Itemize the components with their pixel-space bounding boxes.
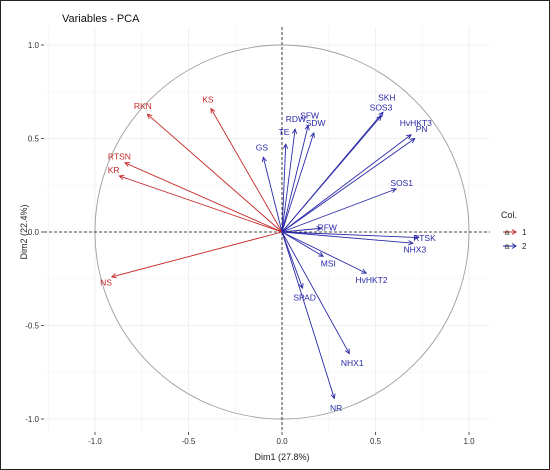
arrow-te <box>281 144 287 233</box>
variable-label-hvhkt3: HvHKT3 <box>400 118 432 128</box>
arrow-head-hvhkt3 <box>406 134 412 140</box>
x-tick-label: 0.5 <box>370 437 382 446</box>
x-tick-label: -0.5 <box>182 437 196 446</box>
variable-label-rfw: RFW <box>318 223 337 233</box>
variable-label-kr: KR <box>108 165 120 175</box>
legend-key-arrowhead <box>511 229 517 235</box>
variable-label-sdw: SDW <box>306 118 326 128</box>
y-tick-label: 0.0 <box>28 228 40 237</box>
arrow-nr <box>281 231 335 399</box>
arrow-ns <box>111 231 283 278</box>
arrow-hvhkt3 <box>281 134 412 233</box>
variable-label-msi: MSI <box>321 258 336 268</box>
arrow-head-nr <box>330 393 336 400</box>
arrow-head-ns <box>110 273 117 279</box>
arrow-head-nhx3 <box>408 240 414 246</box>
y-tick-label: -0.5 <box>25 322 39 331</box>
arrow-rdw <box>281 129 296 233</box>
arrow-pn <box>281 138 416 233</box>
arrow-head-spad <box>298 283 304 290</box>
y-axis-label: Dim2 (22.4%) <box>19 204 29 259</box>
x-axis-label: Dim1 (27.8%) <box>254 452 309 462</box>
variable-label-nr: NR <box>330 403 342 413</box>
arrow-rfw <box>281 227 322 233</box>
arrow-msi <box>281 231 324 257</box>
arrow-head-rtsn <box>123 162 130 167</box>
arrow-head-sfw <box>304 124 310 131</box>
arrow-sos1 <box>281 188 397 233</box>
arrow-head-pn <box>409 137 416 144</box>
legend-label-2: 2 <box>522 242 527 251</box>
variable-label-te: TE <box>279 127 290 137</box>
legend-key-glyph: a <box>505 228 510 237</box>
variable-label-pn: PN <box>416 124 428 134</box>
arrow-sfw <box>281 125 309 233</box>
arrow-head-msi <box>318 251 325 257</box>
legend: Col. a 1 a 2 <box>501 210 527 251</box>
variable-label-sfw: SFW <box>300 111 319 121</box>
legend-key-glyph: a <box>505 242 510 251</box>
variable-label-rdw: RDW <box>286 114 306 124</box>
variable-label-nhx1: NHX1 <box>341 358 364 368</box>
variable-label-rkn: RKN <box>134 101 152 111</box>
tick-layer: -1.0 -0.5 0.0 0.5 1.0 -1.0 -0.5 0.0 0.5 1.0 <box>25 41 475 446</box>
variable-label-skh: SKH <box>378 93 395 103</box>
arrow-sos3 <box>281 115 382 233</box>
legend-label-1: 1 <box>522 228 527 237</box>
variable-label-sos3: SOS3 <box>370 102 393 112</box>
arrow-head-rdw <box>291 128 298 135</box>
arrow-head-kr <box>118 174 125 180</box>
arrow-spad <box>281 231 303 289</box>
arrow-head-rkn <box>146 113 153 119</box>
chart-title: Variables - PCA <box>62 13 140 25</box>
variable-label-nhx3: NHX3 <box>404 245 427 255</box>
arrow-head-nhx1 <box>344 348 350 355</box>
variable-label-gs: GS <box>256 142 269 152</box>
x-tick-label: 0.0 <box>276 437 288 446</box>
variable-label-ks: KS <box>202 94 214 104</box>
arrow-nhx1 <box>281 231 350 354</box>
y-tick-label: 0.5 <box>28 135 40 144</box>
arrow-head-rtsk <box>413 234 420 241</box>
legend-key-arrowhead <box>511 243 517 249</box>
variable-label-ns: NS <box>100 277 112 287</box>
arrow-rkn <box>147 113 283 233</box>
arrow-head-sos1 <box>391 188 398 193</box>
plot-panel <box>44 27 490 432</box>
arrow-ks <box>210 108 283 233</box>
y-tick-label: 1.0 <box>28 41 40 50</box>
arrow-head-sdw <box>310 131 315 138</box>
arrow-head-ks <box>210 107 216 114</box>
arrow-sdw <box>281 132 315 233</box>
arrow-head-hvhkt2 <box>361 268 368 274</box>
arrow-nhx3 <box>281 231 413 244</box>
arrow-layer <box>110 107 420 400</box>
variable-label-rtsk: RTSK <box>413 233 436 243</box>
arrow-head-gs <box>261 156 267 163</box>
variable-label-sos1: SOS1 <box>390 178 413 188</box>
arrow-kr <box>119 175 283 233</box>
y-tick-label: -1.0 <box>25 415 39 424</box>
x-tick-label: -1.0 <box>88 437 102 446</box>
arrow-head-skh <box>378 111 384 118</box>
variable-label-hvhkt2: HvHKT2 <box>355 275 387 285</box>
x-tick-label: 1.0 <box>463 437 475 446</box>
arrow-rtsk <box>281 231 419 239</box>
variable-label-spad: SPAD <box>293 293 316 303</box>
arrow-head-rfw <box>316 226 323 232</box>
arrow-head-te <box>282 143 289 149</box>
arrow-head-sos3 <box>376 115 382 122</box>
legend-title: Col. <box>501 210 517 220</box>
arrow-gs <box>262 157 283 233</box>
arrow-rtsn <box>124 162 283 233</box>
arrow-hvhkt2 <box>281 231 367 274</box>
variable-label-rtsn: RTSN <box>108 151 131 161</box>
